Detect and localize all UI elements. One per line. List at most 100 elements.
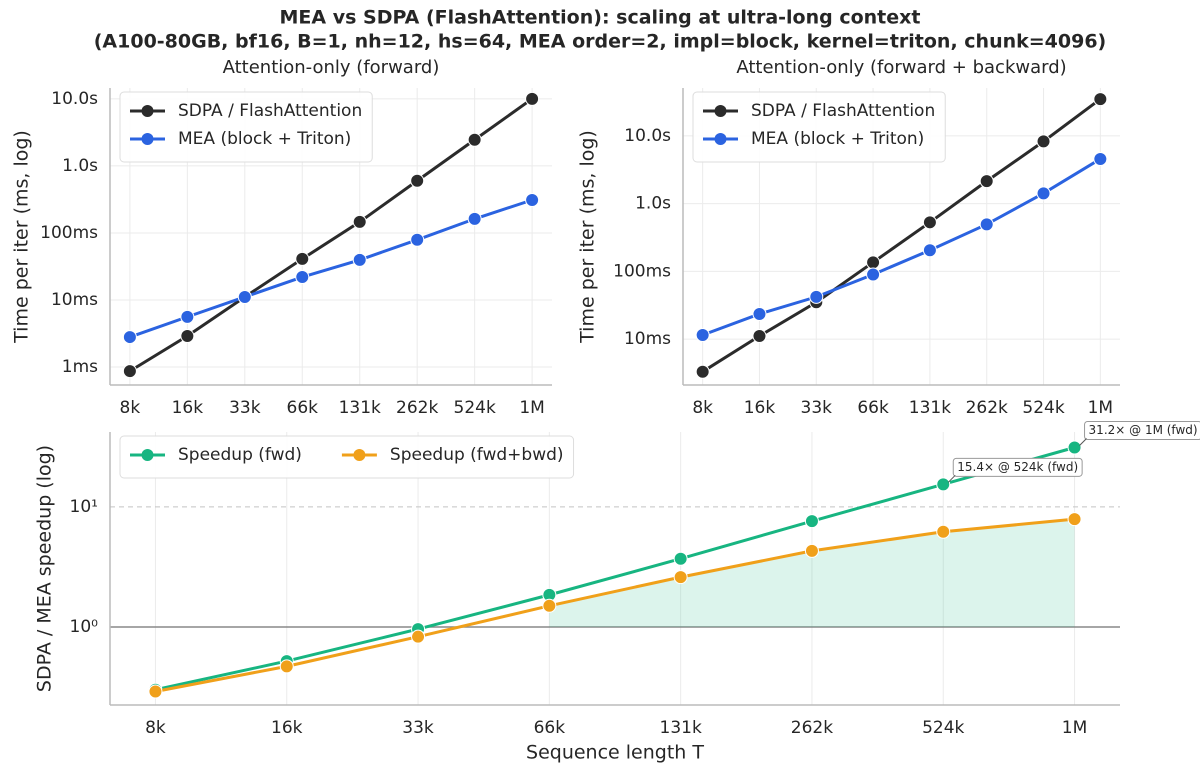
data-point bbox=[410, 173, 425, 188]
y-axis-label: Time per iter (ms, log) bbox=[577, 130, 599, 344]
data-point bbox=[279, 659, 294, 674]
data-point bbox=[148, 684, 163, 699]
data-point bbox=[1036, 134, 1051, 149]
data-point bbox=[866, 255, 881, 270]
y-tick-label: 1.0s bbox=[62, 156, 98, 176]
y-tick-label: 10¹ bbox=[70, 497, 98, 517]
x-tick-label: 262k bbox=[966, 398, 1008, 418]
y-tick-label: 10ms bbox=[624, 329, 671, 349]
figure-subtitle: (A100-80GB, bf16, B=1, nh=12, hs=64, MEA… bbox=[94, 31, 1107, 53]
x-tick-label: 1M bbox=[1062, 718, 1087, 738]
data-point bbox=[1067, 440, 1082, 455]
figure-title: MEA vs SDPA (FlashAttention): scaling at… bbox=[280, 7, 921, 29]
legend-box bbox=[119, 435, 575, 479]
legend-label: Speedup (fwd) bbox=[178, 445, 302, 465]
data-point bbox=[922, 215, 937, 230]
x-tick-label: 524k bbox=[922, 718, 964, 738]
data-point bbox=[467, 132, 482, 147]
data-point bbox=[695, 364, 710, 379]
data-point bbox=[467, 211, 482, 226]
data-point bbox=[922, 243, 937, 258]
data-point bbox=[695, 327, 710, 342]
x-axis-label: Sequence length T bbox=[526, 742, 704, 764]
annotation-arrow bbox=[947, 474, 956, 483]
x-tick-label: 262k bbox=[791, 718, 833, 738]
data-point bbox=[180, 309, 195, 324]
x-tick-label: 524k bbox=[1022, 398, 1064, 418]
data-point bbox=[295, 251, 310, 266]
data-point bbox=[673, 551, 688, 566]
y-tick-label: 1.0s bbox=[635, 194, 671, 214]
data-point bbox=[525, 192, 540, 207]
data-point bbox=[804, 514, 819, 529]
y-tick-label: 10.0s bbox=[624, 126, 671, 146]
legend-marker bbox=[714, 133, 727, 145]
x-tick-label: 16k bbox=[172, 398, 204, 418]
x-tick-label: 66k bbox=[287, 398, 319, 418]
data-point bbox=[1093, 92, 1108, 107]
y-tick-label: 10⁰ bbox=[70, 617, 99, 637]
legend-label: Speedup (fwd+bwd) bbox=[390, 445, 564, 465]
x-tick-label: 131k bbox=[660, 718, 702, 738]
data-point bbox=[809, 289, 824, 304]
x-tick-label: 16k bbox=[744, 398, 776, 418]
subplot-title: Attention-only (forward) bbox=[223, 57, 440, 78]
annotation-box bbox=[952, 457, 1083, 477]
series-line bbox=[129, 97, 533, 373]
y-tick-label: 1ms bbox=[62, 357, 98, 377]
series-line bbox=[155, 446, 1075, 692]
subplot-title: Attention-only (forward + backward) bbox=[736, 57, 1066, 78]
x-tick-label: 66k bbox=[534, 718, 566, 738]
legend-box bbox=[692, 91, 946, 163]
annotation-box bbox=[1084, 421, 1200, 441]
legend-label: MEA (block + Triton) bbox=[178, 129, 351, 149]
x-tick-label: 16k bbox=[271, 718, 303, 738]
x-tick-label: 33k bbox=[229, 398, 261, 418]
data-point bbox=[525, 91, 540, 106]
data-point bbox=[122, 330, 137, 345]
data-point bbox=[804, 543, 819, 558]
data-point bbox=[295, 270, 310, 285]
legend: SDPA / FlashAttention MEA (block + Triton… bbox=[119, 91, 373, 163]
legend-label: MEA (block + Triton) bbox=[751, 129, 924, 149]
x-tick-label: 33k bbox=[801, 398, 833, 418]
legend-marker bbox=[141, 105, 154, 117]
y-tick-label: 10ms bbox=[51, 290, 98, 310]
annotation-arrow bbox=[1079, 438, 1087, 446]
data-point bbox=[410, 232, 425, 247]
data-point bbox=[936, 524, 951, 539]
x-tick-label: 262k bbox=[396, 398, 438, 418]
data-point bbox=[542, 598, 557, 613]
x-tick-label: 524k bbox=[454, 398, 496, 418]
annotation: 31.2× @ 1M (fwd) bbox=[1089, 423, 1198, 437]
data-point bbox=[936, 477, 951, 492]
data-point bbox=[866, 267, 881, 282]
data-point bbox=[979, 217, 994, 232]
legend: Speedup (fwd) Speedup (fwd+bwd) bbox=[119, 435, 575, 479]
legend-box bbox=[119, 91, 373, 163]
y-axis-label: SDPA / MEA speedup (log) bbox=[34, 445, 56, 692]
legend-marker bbox=[141, 449, 154, 461]
legend-marker bbox=[353, 449, 366, 461]
x-tick-label: 1M bbox=[519, 398, 544, 418]
x-tick-label: 8k bbox=[692, 398, 713, 418]
data-point bbox=[673, 570, 688, 585]
x-tick-label: 131k bbox=[339, 398, 381, 418]
data-point bbox=[180, 329, 195, 344]
legend-label: SDPA / FlashAttention bbox=[178, 101, 362, 121]
fill-area bbox=[549, 519, 1075, 627]
x-tick-label: 1M bbox=[1088, 398, 1113, 418]
data-point bbox=[1067, 512, 1082, 527]
legend-marker bbox=[714, 105, 727, 117]
series-line bbox=[702, 157, 1102, 337]
legend-marker bbox=[141, 133, 154, 145]
series-line bbox=[129, 198, 533, 339]
y-tick-label: 10.0s bbox=[51, 89, 98, 109]
y-tick-label: 100ms bbox=[613, 261, 671, 281]
data-point bbox=[237, 289, 252, 304]
series-line bbox=[155, 517, 1075, 694]
x-tick-label: 131k bbox=[909, 398, 951, 418]
x-tick-label: 33k bbox=[402, 718, 434, 738]
data-point bbox=[1093, 151, 1108, 166]
series-line bbox=[701, 97, 1102, 373]
